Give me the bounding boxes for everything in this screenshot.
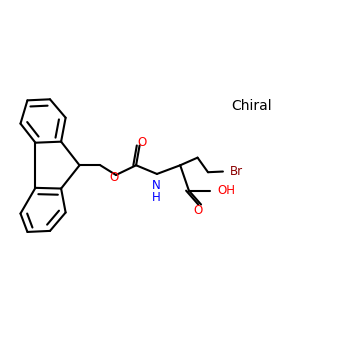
Text: O: O <box>110 171 119 184</box>
Text: N
H: N H <box>152 179 161 204</box>
Text: Chiral: Chiral <box>231 99 272 113</box>
Text: Br: Br <box>230 165 243 178</box>
Text: O: O <box>138 135 147 148</box>
Text: O: O <box>194 204 203 217</box>
Text: OH: OH <box>217 184 235 197</box>
